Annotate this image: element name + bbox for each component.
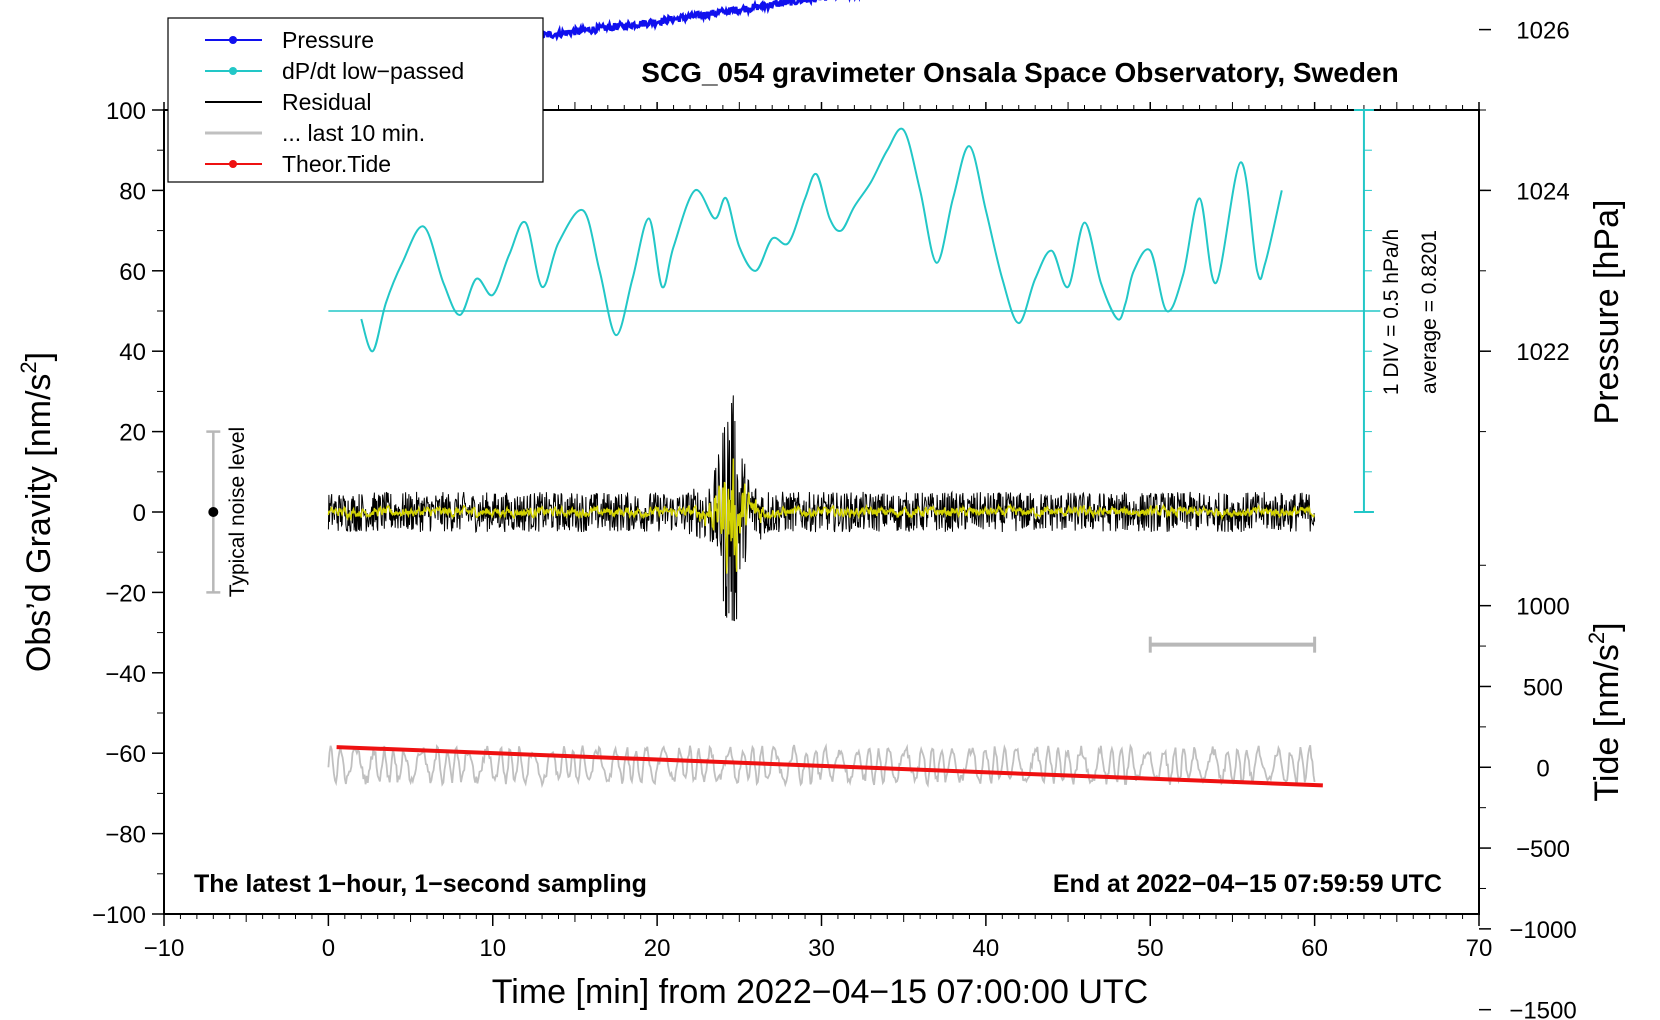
average-label: average = 0.8201: [1418, 230, 1441, 394]
x-axis-title: Time [min] from 2022−04−15 07:00:00 UTC: [492, 973, 1148, 1011]
x-tick-label: 20: [644, 935, 671, 962]
legend: Pressure dP/dt low−passed Residual ... last…: [167, 17, 544, 183]
legend-label: Theor.Tide: [282, 151, 391, 177]
x-tick-label: −10: [144, 935, 185, 962]
tide-tick-label: 500: [1523, 674, 1563, 701]
y-tick-label: 0: [133, 500, 146, 527]
x-tick-label: 60: [1301, 935, 1328, 962]
legend-marker: [229, 160, 237, 168]
last-10-min-line: [327, 742, 1316, 789]
x-tick-label: 70: [1466, 935, 1493, 962]
tide-tick-label: 0: [1536, 755, 1549, 782]
legend-marker: [229, 36, 237, 44]
tide-tick-label: −1500: [1509, 998, 1576, 1020]
y-tick-label: −40: [105, 661, 146, 688]
div-scale-label: 1 DIV = 0.5 hPa/h: [1380, 229, 1403, 395]
x-tick-label: 30: [808, 935, 835, 962]
legend-marker: [229, 67, 237, 75]
y-tick-label: 100: [106, 98, 146, 125]
tide-tick-label: −500: [1516, 836, 1570, 863]
tick-labels: −10 0 10 20 30 40 50 60 70−100−80−60−40−20020406…: [92, 18, 1577, 1020]
pressure-tick-label: 1022: [1516, 339, 1569, 366]
chart-title: SCG_054 gravimeter Onsala Space Observat…: [641, 57, 1398, 88]
legend-label: Pressure: [282, 27, 374, 53]
residual-smoothed-line: [327, 458, 1316, 574]
tide-tick-label: −1000: [1509, 917, 1576, 944]
y-tick-label: −80: [105, 822, 146, 849]
tide-series-line: [336, 745, 1323, 788]
x-tick-label: 40: [973, 935, 1000, 962]
tide-tick-label: 1000: [1516, 594, 1569, 621]
y-tick-label: −20: [105, 580, 146, 607]
end-time-note: End at 2022−04−15 07:59:59 UTC: [1053, 870, 1442, 898]
legend-label: Residual: [282, 89, 372, 115]
y-tick-label: 20: [119, 420, 146, 447]
legend-label: dP/dt low−passed: [282, 58, 464, 84]
pressure-tick-label: 1024: [1516, 178, 1569, 205]
residual-series-line: [327, 395, 1316, 622]
x-tick-label: 10: [479, 935, 506, 962]
legend-box: [167, 17, 544, 183]
y-tick-label: 60: [119, 259, 146, 286]
y-axis-title-pressure: Pressure [hPa]: [1588, 200, 1626, 425]
pressure-tick-label: 1026: [1516, 18, 1569, 45]
legend-label: ... last 10 min.: [282, 120, 425, 146]
sampling-note: The latest 1−hour, 1−second sampling: [194, 870, 647, 898]
x-tick-label: 0: [322, 935, 335, 962]
noise-level-label: Typical noise level: [226, 427, 249, 597]
y-tick-label: −100: [92, 902, 146, 929]
y-tick-label: 40: [119, 339, 146, 366]
noise-bar-center-dot: [208, 507, 219, 517]
y-axis-title-tide: Tide [nm/s2]: [1584, 622, 1626, 801]
y-tick-label: 80: [119, 178, 146, 205]
y-tick-label: −60: [105, 741, 146, 768]
y-axis-title-left: Obs’d Gravity [nm/s2]: [16, 352, 58, 672]
x-tick-label: 50: [1137, 935, 1164, 962]
dpdt-series-line: [360, 127, 1283, 353]
